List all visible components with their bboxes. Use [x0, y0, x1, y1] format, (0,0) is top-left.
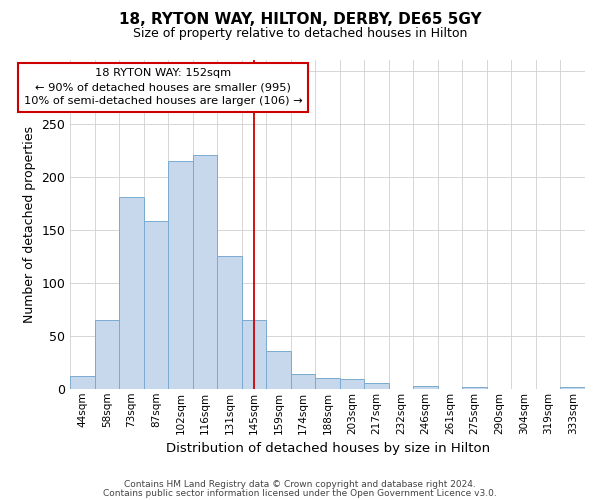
Bar [168, 161, 193, 389]
Bar [144, 221, 168, 389]
X-axis label: Distribution of detached houses by size in Hilton: Distribution of detached houses by size … [166, 442, 490, 455]
Bar [291, 374, 316, 389]
Bar [316, 378, 340, 389]
Bar [242, 320, 266, 389]
Bar [364, 384, 389, 389]
Text: 18, RYTON WAY, HILTON, DERBY, DE65 5GY: 18, RYTON WAY, HILTON, DERBY, DE65 5GY [119, 12, 481, 28]
Bar [193, 156, 217, 389]
Text: Contains HM Land Registry data © Crown copyright and database right 2024.: Contains HM Land Registry data © Crown c… [124, 480, 476, 489]
Bar [217, 256, 242, 389]
Bar [266, 350, 291, 389]
Text: Contains public sector information licensed under the Open Government Licence v3: Contains public sector information licen… [103, 488, 497, 498]
Text: 18 RYTON WAY: 152sqm
← 90% of detached houses are smaller (995)
10% of semi-deta: 18 RYTON WAY: 152sqm ← 90% of detached h… [24, 68, 302, 106]
Bar [463, 386, 487, 389]
Text: Size of property relative to detached houses in Hilton: Size of property relative to detached ho… [133, 28, 467, 40]
Bar [413, 386, 438, 389]
Bar [95, 320, 119, 389]
Y-axis label: Number of detached properties: Number of detached properties [23, 126, 36, 323]
Bar [340, 379, 364, 389]
Bar [119, 197, 144, 389]
Bar [70, 376, 95, 389]
Bar [560, 386, 585, 389]
